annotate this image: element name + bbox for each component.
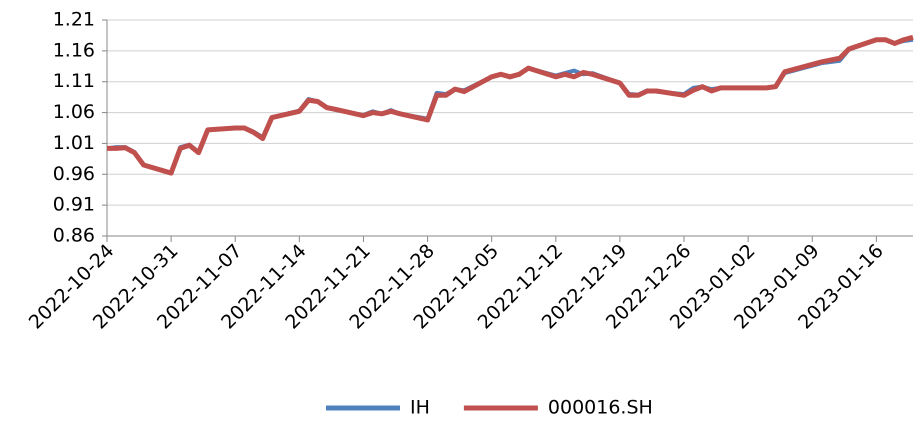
y-tick-label: 1.11 [53, 70, 95, 92]
legend-label: 000016.SH [548, 397, 653, 419]
y-tick-label: 0.86 [53, 225, 95, 247]
legend-label: IH [410, 397, 430, 419]
series-line [106, 37, 914, 176]
y-tick-label: 1.06 [53, 101, 95, 123]
y-tick-label: 1.16 [53, 39, 95, 61]
y-tick-label: 0.91 [53, 194, 95, 216]
y-tick-label: 1.21 [53, 9, 95, 31]
y-tick-label: 1.01 [53, 132, 95, 154]
y-tick-label: 0.96 [53, 163, 95, 185]
series-line [107, 34, 914, 176]
